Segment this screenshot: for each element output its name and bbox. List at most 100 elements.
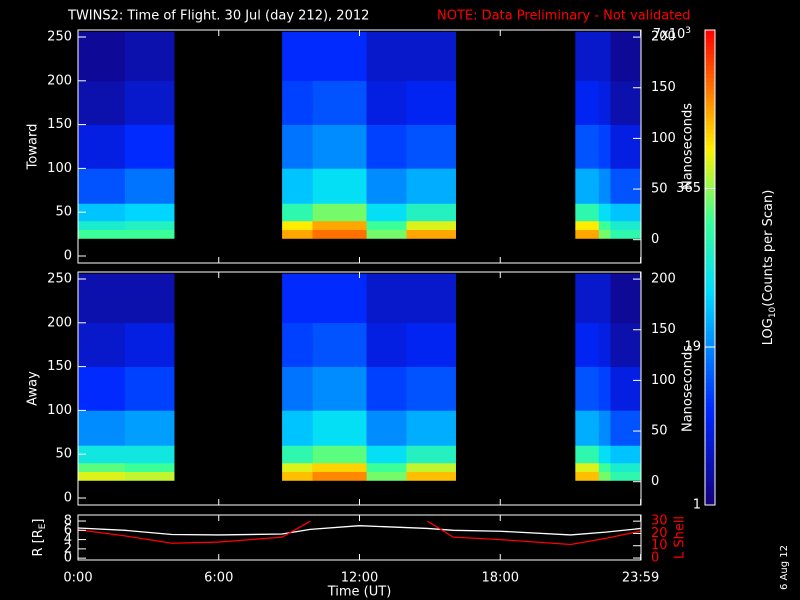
heat-cell — [610, 471, 642, 481]
x-tick-label: 0:00 — [63, 571, 92, 586]
heat-cell — [366, 220, 407, 231]
colorbar-step — [705, 425, 715, 431]
heat-cell — [575, 203, 600, 222]
colorbar-step — [705, 81, 715, 86]
heat-cell — [406, 471, 456, 481]
colorbar-step — [705, 200, 715, 205]
colorbar-step — [705, 53, 715, 59]
colorbar-step — [705, 497, 715, 502]
colorbar-step — [705, 326, 715, 332]
heat-cell — [78, 471, 126, 481]
colorbar-step — [705, 125, 715, 130]
heat-cell — [610, 31, 642, 82]
colorbar-step — [705, 61, 715, 67]
y2-axis-label: Nanoseconds — [681, 345, 696, 432]
heat-cell — [366, 273, 407, 324]
heat-cell — [282, 462, 313, 473]
heat-cell — [78, 229, 126, 239]
heat-cell — [406, 168, 456, 204]
colorbar-step — [705, 180, 715, 185]
series-line — [77, 520, 311, 544]
colorbar-step — [705, 394, 715, 399]
heat-cell — [78, 80, 126, 125]
heat-cell — [575, 445, 600, 464]
heat-cell — [610, 229, 642, 239]
heat-cell — [312, 124, 367, 169]
y-tick-label: 50 — [55, 447, 72, 462]
colorbar-step — [705, 271, 715, 276]
heat-cell — [598, 80, 611, 125]
heat-cell — [78, 445, 126, 464]
heat-cell — [78, 322, 126, 367]
heat-cell — [124, 366, 175, 411]
heat-cell — [366, 229, 407, 239]
colorbar-step — [705, 378, 715, 383]
y-tick-label: 200 — [47, 315, 72, 330]
heat-cell — [366, 366, 407, 411]
colorbar-step — [705, 144, 715, 150]
heat-cell — [575, 220, 600, 231]
colorbar-step — [705, 307, 715, 312]
colorbar-step — [705, 390, 715, 395]
colorbar-step — [705, 469, 715, 474]
colorbar-step — [705, 370, 715, 375]
heat-cell — [312, 31, 367, 82]
heat-cell — [282, 445, 313, 464]
colorbar-step — [705, 156, 715, 162]
heat-cell — [78, 124, 126, 169]
heat-cell — [312, 410, 367, 446]
colorbar-tick-label-sup: 3 — [685, 26, 691, 36]
y-axis-label-text: R [R — [31, 529, 46, 556]
colorbar-step — [705, 49, 715, 55]
colorbar-step — [705, 477, 715, 482]
heat-cell — [312, 462, 367, 473]
heat-cell — [575, 322, 600, 367]
heat-cell — [124, 124, 175, 169]
y2-tick-label: 100 — [651, 373, 676, 388]
heat-cell — [312, 203, 367, 222]
colorbar-step — [705, 421, 715, 427]
y-tick-label: 250 — [47, 272, 72, 287]
colorbar-tick-label: 1 — [693, 498, 701, 513]
colorbar-step — [705, 128, 715, 134]
heat-cell — [124, 462, 175, 473]
y-tick-label: 6 — [64, 523, 72, 538]
series-line — [77, 525, 642, 536]
y-tick-label: 50 — [55, 205, 72, 220]
colorbar-step — [705, 410, 715, 415]
heat-cell — [124, 220, 175, 231]
colorbar-step — [705, 279, 715, 284]
colorbar-step — [705, 406, 715, 411]
heat-cell — [78, 220, 126, 231]
heat-cell — [575, 273, 600, 324]
colorbar-step — [705, 366, 715, 371]
colorbar-step — [705, 354, 715, 360]
colorbar-step — [705, 148, 715, 154]
heat-cell — [312, 471, 367, 481]
heat-cell — [610, 410, 642, 446]
chart-title: TWINS2: Time of Flight. 30 Jul (day 212)… — [67, 9, 369, 24]
y2-tick-label: 0 — [651, 551, 659, 566]
y2-tick-label: 50 — [651, 182, 668, 197]
colorbar-step — [705, 318, 715, 324]
y2-tick-label: 100 — [651, 131, 676, 146]
colorbar-step — [705, 445, 715, 451]
colorbar-step — [705, 188, 715, 193]
heat-cell — [312, 80, 367, 125]
colorbar-step — [705, 485, 715, 490]
colorbar-label-tail: (Counts per Scan) — [761, 190, 776, 307]
heat-cell — [610, 168, 642, 204]
x-tick-label: 6:00 — [204, 571, 233, 586]
y2-tick-label: 50 — [651, 424, 668, 439]
heat-cell — [610, 203, 642, 222]
y-tick-label: 150 — [47, 117, 72, 132]
y2-tick-label: 30 — [651, 514, 668, 529]
heat-cell — [598, 322, 611, 367]
colorbar-step — [705, 287, 715, 292]
colorbar-step — [705, 168, 715, 173]
y2-tick-label: 150 — [651, 322, 676, 337]
colorbar-step — [705, 172, 715, 177]
colorbar-step — [705, 338, 715, 344]
colorbar-step — [705, 93, 715, 98]
heat-cell — [282, 366, 313, 411]
